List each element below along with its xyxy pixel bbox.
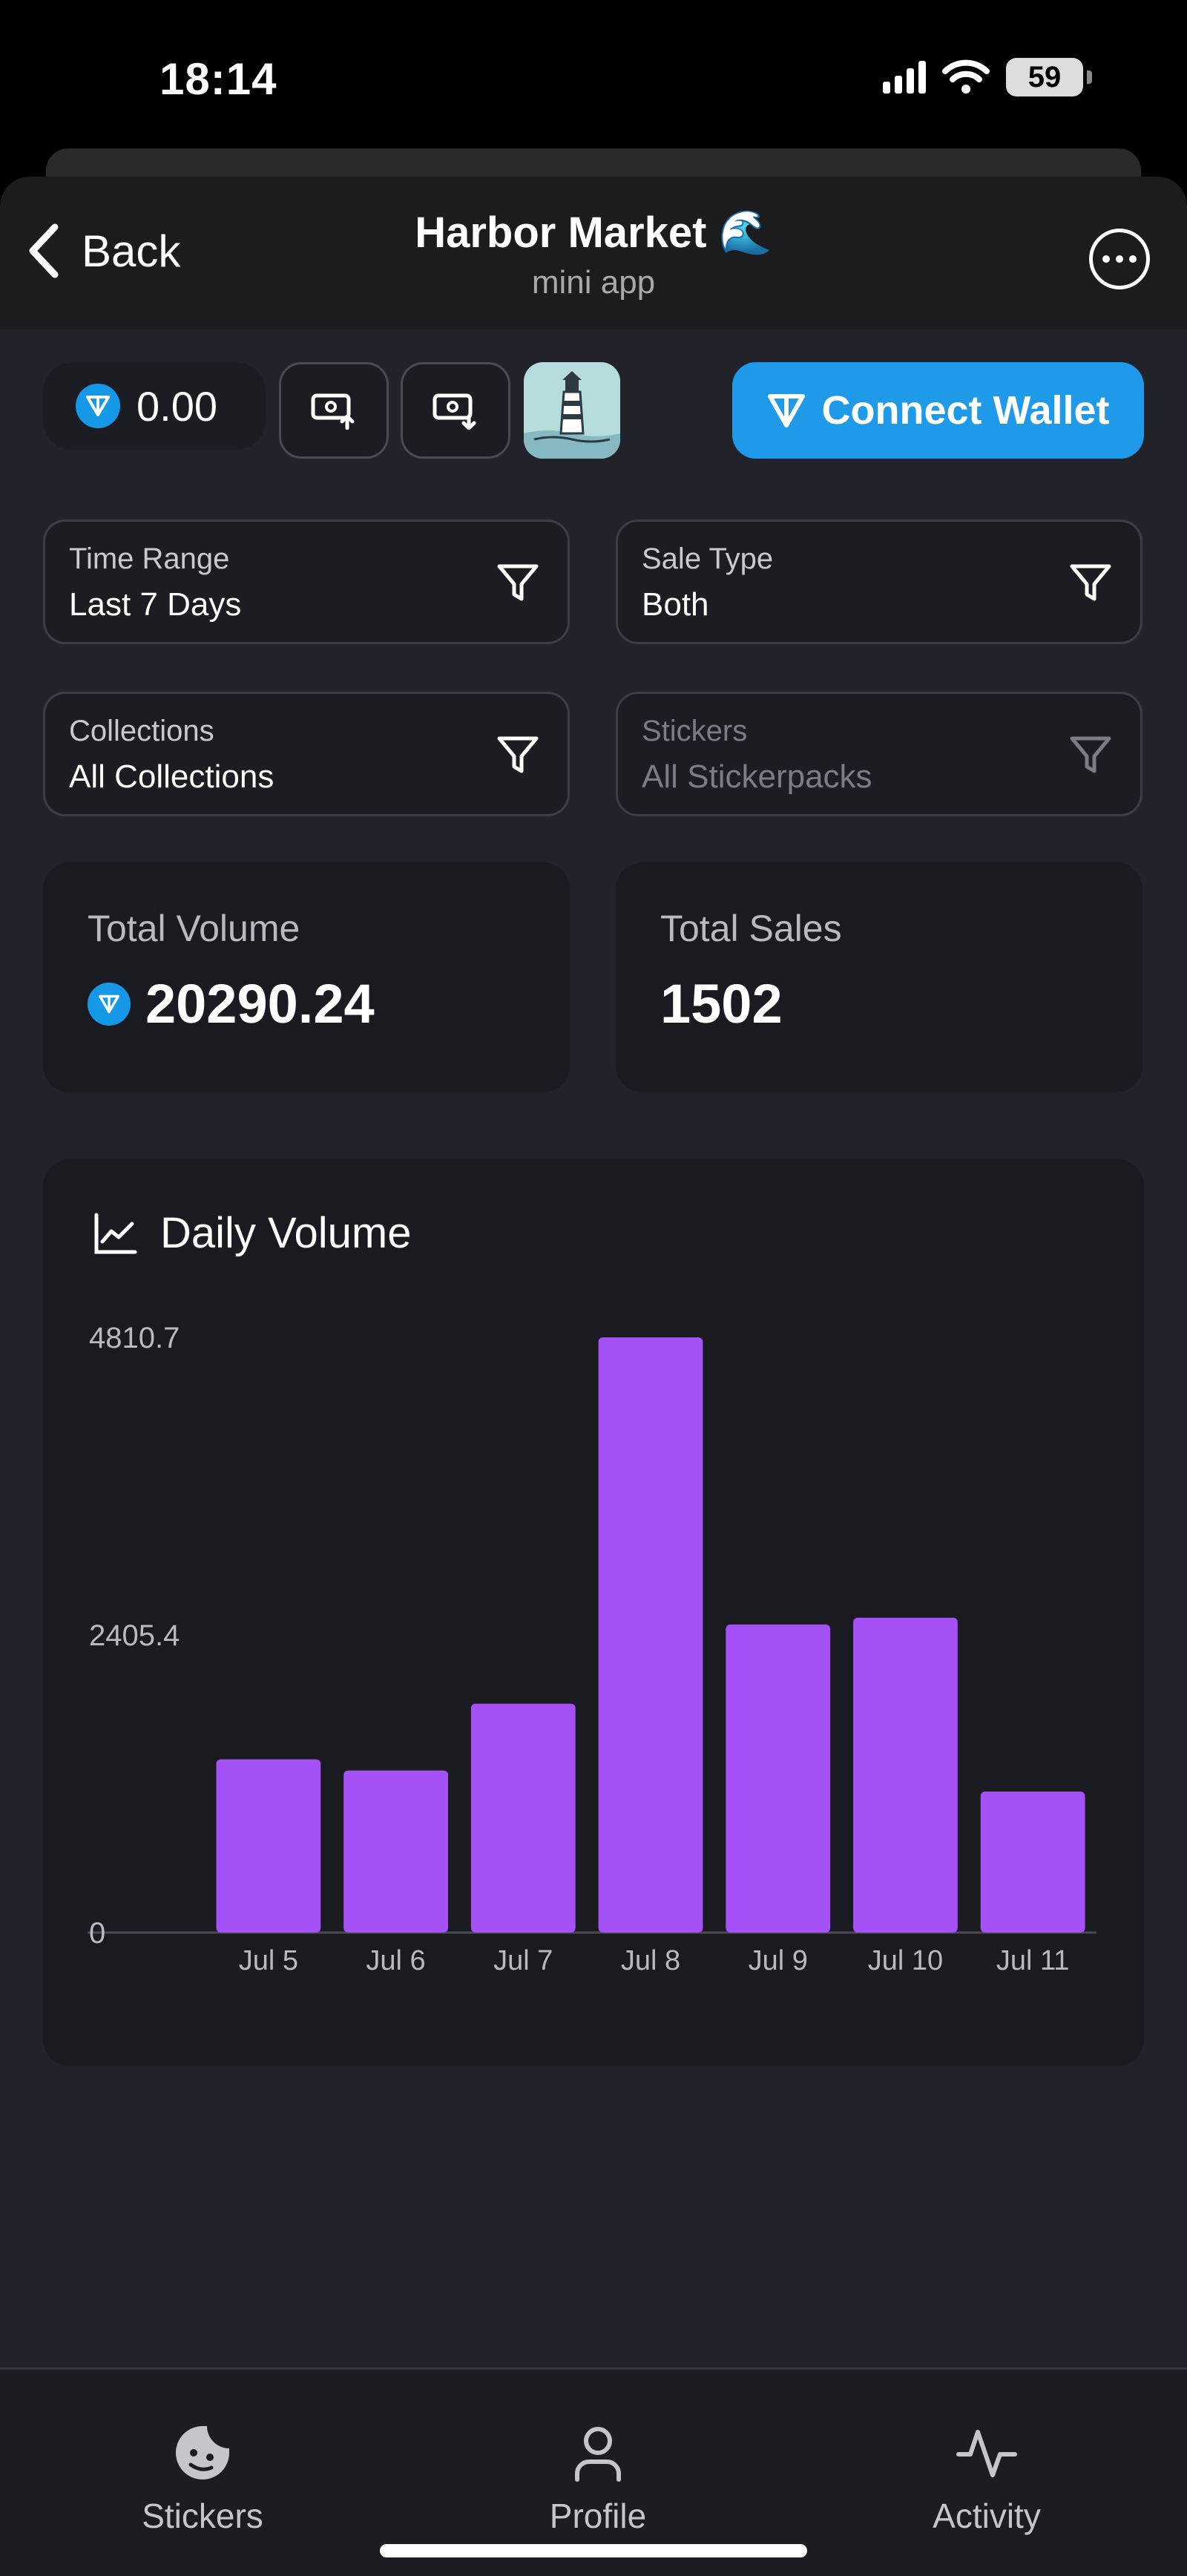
deposit-button[interactable]	[401, 362, 510, 459]
person-icon	[575, 2427, 621, 2482]
line-chart-icon	[94, 1213, 137, 1253]
ton-icon	[76, 384, 120, 428]
chart-bar	[343, 1770, 448, 1933]
total-sales-value: 1502	[660, 973, 783, 1035]
lighthouse-icon	[524, 362, 620, 459]
filter-label: Time Range	[69, 543, 230, 575]
more-icon-dot	[1129, 255, 1137, 263]
connect-wallet-label: Connect Wallet	[821, 388, 1110, 433]
stat-value-row: 20290.24	[88, 972, 570, 1035]
x-tick-label: Jul 5	[239, 1945, 298, 1976]
chart-bar	[980, 1791, 1085, 1933]
daily-volume-chart-card: 4810.7 2405.4 0 Jul 5 Jul 6 Jul 7 Jul 8 Jul 9 Ju…	[43, 1159, 1144, 2066]
status-time: 18:14	[160, 54, 277, 104]
x-tick-label: Jul 8	[621, 1945, 680, 1976]
back-label: Back	[82, 226, 181, 276]
more-icon-dot	[1116, 255, 1123, 263]
status-icons: 59	[883, 58, 1092, 96]
chevron-left-icon	[29, 223, 59, 278]
filter-value: Last 7 Days	[69, 586, 242, 623]
x-tick-label: Jul 9	[749, 1945, 808, 1976]
nav-stickers-label: Stickers	[142, 2497, 263, 2535]
total-volume-card: Total Volume 20290.24	[43, 862, 570, 1092]
more-icon-dot	[1102, 255, 1110, 263]
cash-out-icon	[311, 393, 355, 430]
x-tick-label: Jul 10	[868, 1945, 943, 1976]
filter-value: All Collections	[69, 758, 274, 795]
app-subtitle: mini app	[531, 264, 656, 301]
collections-filter[interactable]: Collections All Collections	[43, 692, 570, 816]
filter-icon	[497, 564, 539, 601]
y-tick-label: 2405.4	[89, 1619, 180, 1652]
chart-bar	[470, 1703, 576, 1933]
profile-avatar[interactable]	[524, 362, 620, 459]
ton-balance[interactable]: 0.00	[43, 362, 266, 450]
chart-bar	[598, 1337, 703, 1933]
activity-icon	[956, 2430, 1017, 2477]
stat-label: Total Volume	[88, 908, 300, 949]
nav-activity[interactable]: Activity	[875, 2422, 1098, 2536]
time-range-filter[interactable]: Time Range Last 7 Days	[43, 520, 570, 644]
balance-value: 0.00	[137, 382, 217, 430]
y-tick-label: 4810.7	[89, 1322, 180, 1354]
chart-bar	[216, 1759, 321, 1933]
filter-label: Collections	[69, 715, 214, 747]
app-title: Harbor Market 🌊	[415, 209, 772, 257]
chart-title: Daily Volume	[160, 1209, 412, 1257]
chart-bar	[726, 1624, 831, 1933]
daily-volume-chart: 4810.7 2405.4 0 Jul 5 Jul 6 Jul 7 Jul 8 Jul 9 Ju…	[88, 1322, 1096, 1976]
wifi-icon	[942, 59, 990, 94]
cellular-signal-icon	[883, 61, 926, 94]
stat-value-row: 1502	[660, 972, 1142, 1035]
filter-icon	[1070, 564, 1111, 601]
x-tick-label: Jul 6	[366, 1945, 425, 1976]
filter-icon	[1070, 736, 1111, 773]
nav-profile-label: Profile	[549, 2497, 647, 2535]
app-header: Back Harbor Market 🌊 mini app	[0, 177, 1187, 330]
y-tick-label: 0	[89, 1917, 105, 1950]
filter-value: Both	[642, 586, 709, 623]
total-sales-card: Total Sales 1502	[616, 862, 1142, 1092]
nav-activity-label: Activity	[933, 2497, 1041, 2535]
battery-indicator: 59	[1006, 58, 1092, 96]
filter-label: Sale Type	[642, 543, 774, 575]
nav-stickers[interactable]: Stickers	[91, 2422, 314, 2536]
status-bar: 18:14 59	[0, 0, 1187, 171]
wallet-row: 0.00	[0, 356, 1187, 459]
connect-wallet-button[interactable]: Connect Wallet	[732, 362, 1144, 459]
filter-icon	[497, 736, 539, 773]
filter-value: All Stickerpacks	[642, 758, 872, 795]
home-indicator[interactable]	[380, 2544, 807, 2557]
x-tick-label: Jul 11	[996, 1945, 1070, 1976]
ton-icon	[88, 982, 131, 1026]
ton-icon	[768, 394, 806, 427]
bottom-nav: Stickers Profile Activity	[0, 2367, 1187, 2576]
main-content: 0.00	[0, 330, 1187, 2367]
back-button[interactable]: Back	[22, 221, 180, 281]
more-options-button[interactable]	[1089, 229, 1150, 289]
chart-header: Daily Volume	[92, 1208, 411, 1258]
filter-label: Stickers	[642, 715, 748, 747]
nav-profile[interactable]: Profile	[487, 2422, 709, 2536]
withdraw-button[interactable]	[279, 362, 389, 459]
chart-bar	[853, 1617, 958, 1933]
cash-in-icon	[433, 393, 476, 430]
total-volume-value: 20290.24	[145, 973, 375, 1035]
sale-type-filter[interactable]: Sale Type Both	[616, 520, 1142, 644]
x-tick-label: Jul 7	[493, 1945, 553, 1976]
stat-label: Total Sales	[660, 908, 842, 949]
sticker-icon	[176, 2426, 229, 2480]
stickers-filter[interactable]: Stickers All Stickerpacks	[616, 692, 1142, 816]
